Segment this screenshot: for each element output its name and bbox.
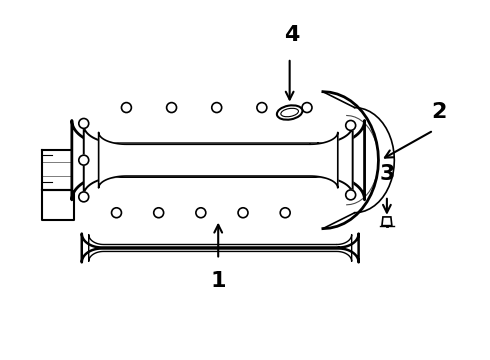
Circle shape [280,208,290,218]
Text: 1: 1 [211,271,226,291]
Text: 4: 4 [284,25,299,45]
Polygon shape [42,150,74,190]
Polygon shape [72,121,365,200]
Polygon shape [382,217,392,226]
Circle shape [346,121,356,130]
Polygon shape [98,132,338,188]
Circle shape [346,190,356,200]
Circle shape [122,103,131,113]
Circle shape [112,208,122,218]
Circle shape [257,103,267,113]
Polygon shape [84,125,353,195]
Ellipse shape [281,108,298,117]
Ellipse shape [277,105,302,120]
Polygon shape [42,190,74,220]
Circle shape [79,118,89,129]
Circle shape [196,208,206,218]
Circle shape [167,103,176,113]
Text: 2: 2 [431,103,446,122]
Circle shape [212,103,221,113]
Text: 3: 3 [379,164,394,184]
Polygon shape [82,234,359,262]
Circle shape [79,155,89,165]
Circle shape [79,192,89,202]
Circle shape [238,208,248,218]
Polygon shape [323,92,394,229]
Circle shape [302,103,312,113]
Circle shape [154,208,164,218]
